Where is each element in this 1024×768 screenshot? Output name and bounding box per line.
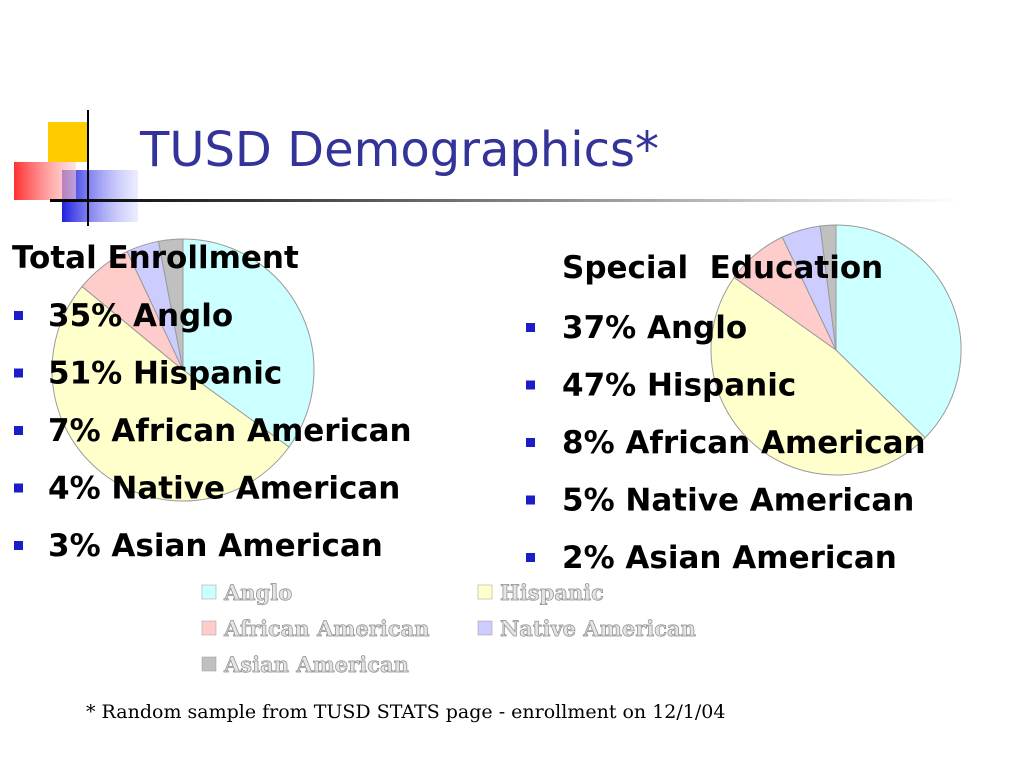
value-label: 51% Hispanic: [48, 356, 282, 392]
legend-label: Native American: [500, 616, 696, 641]
value-label: 5% Native American: [562, 483, 914, 519]
bullet: [14, 368, 23, 378]
pie-slice: [182, 238, 315, 448]
pie-slice: [157, 238, 184, 371]
legend-label: Hispanic: [500, 580, 604, 605]
value-label: 2% Asian American: [562, 540, 897, 576]
bullet: [14, 541, 23, 550]
legend-swatch: [477, 584, 493, 600]
bullet: [526, 553, 535, 562]
legend-label: Anglo: [223, 580, 292, 605]
bullet: [526, 495, 535, 505]
bullet: [14, 426, 23, 435]
bullet: [14, 483, 23, 493]
legend-swatch: [201, 656, 217, 672]
pies: [51, 224, 962, 502]
pie-slice: [835, 224, 962, 439]
pie-slice: [710, 276, 926, 476]
footnote: * Random sample from TUSD STATS page - e…: [86, 701, 725, 723]
legend-swatch: [477, 620, 493, 636]
value-label: 4% Native American: [48, 471, 400, 507]
bullet: [14, 311, 23, 320]
bullet: [526, 438, 535, 447]
value-label: 8% African American: [562, 425, 926, 461]
chart-title: Special Education: [562, 250, 883, 286]
bullet: [526, 380, 535, 390]
legend-label: Asian American: [223, 652, 409, 677]
pie-slice: [51, 285, 290, 502]
value-label: 35% Anglo: [48, 298, 233, 334]
value-label: 37% Anglo: [562, 310, 747, 346]
value-label: 47% Hispanic: [562, 368, 796, 404]
chart-title: Total Enrollment: [12, 240, 299, 276]
value-label: 3% Asian American: [48, 528, 383, 564]
bullet: [526, 323, 535, 332]
slide-title: TUSD Demographics*: [139, 122, 659, 178]
value-label: 7% African American: [48, 413, 412, 449]
decoration: [14, 110, 960, 226]
pie-slice: [819, 224, 837, 351]
legend-swatch: [201, 584, 217, 600]
legend-label: African American: [223, 616, 430, 641]
legend-swatch: [201, 620, 217, 636]
texts: Total Enrollment 35% Anglo 51% Hispanic 7% …: [12, 240, 926, 677]
